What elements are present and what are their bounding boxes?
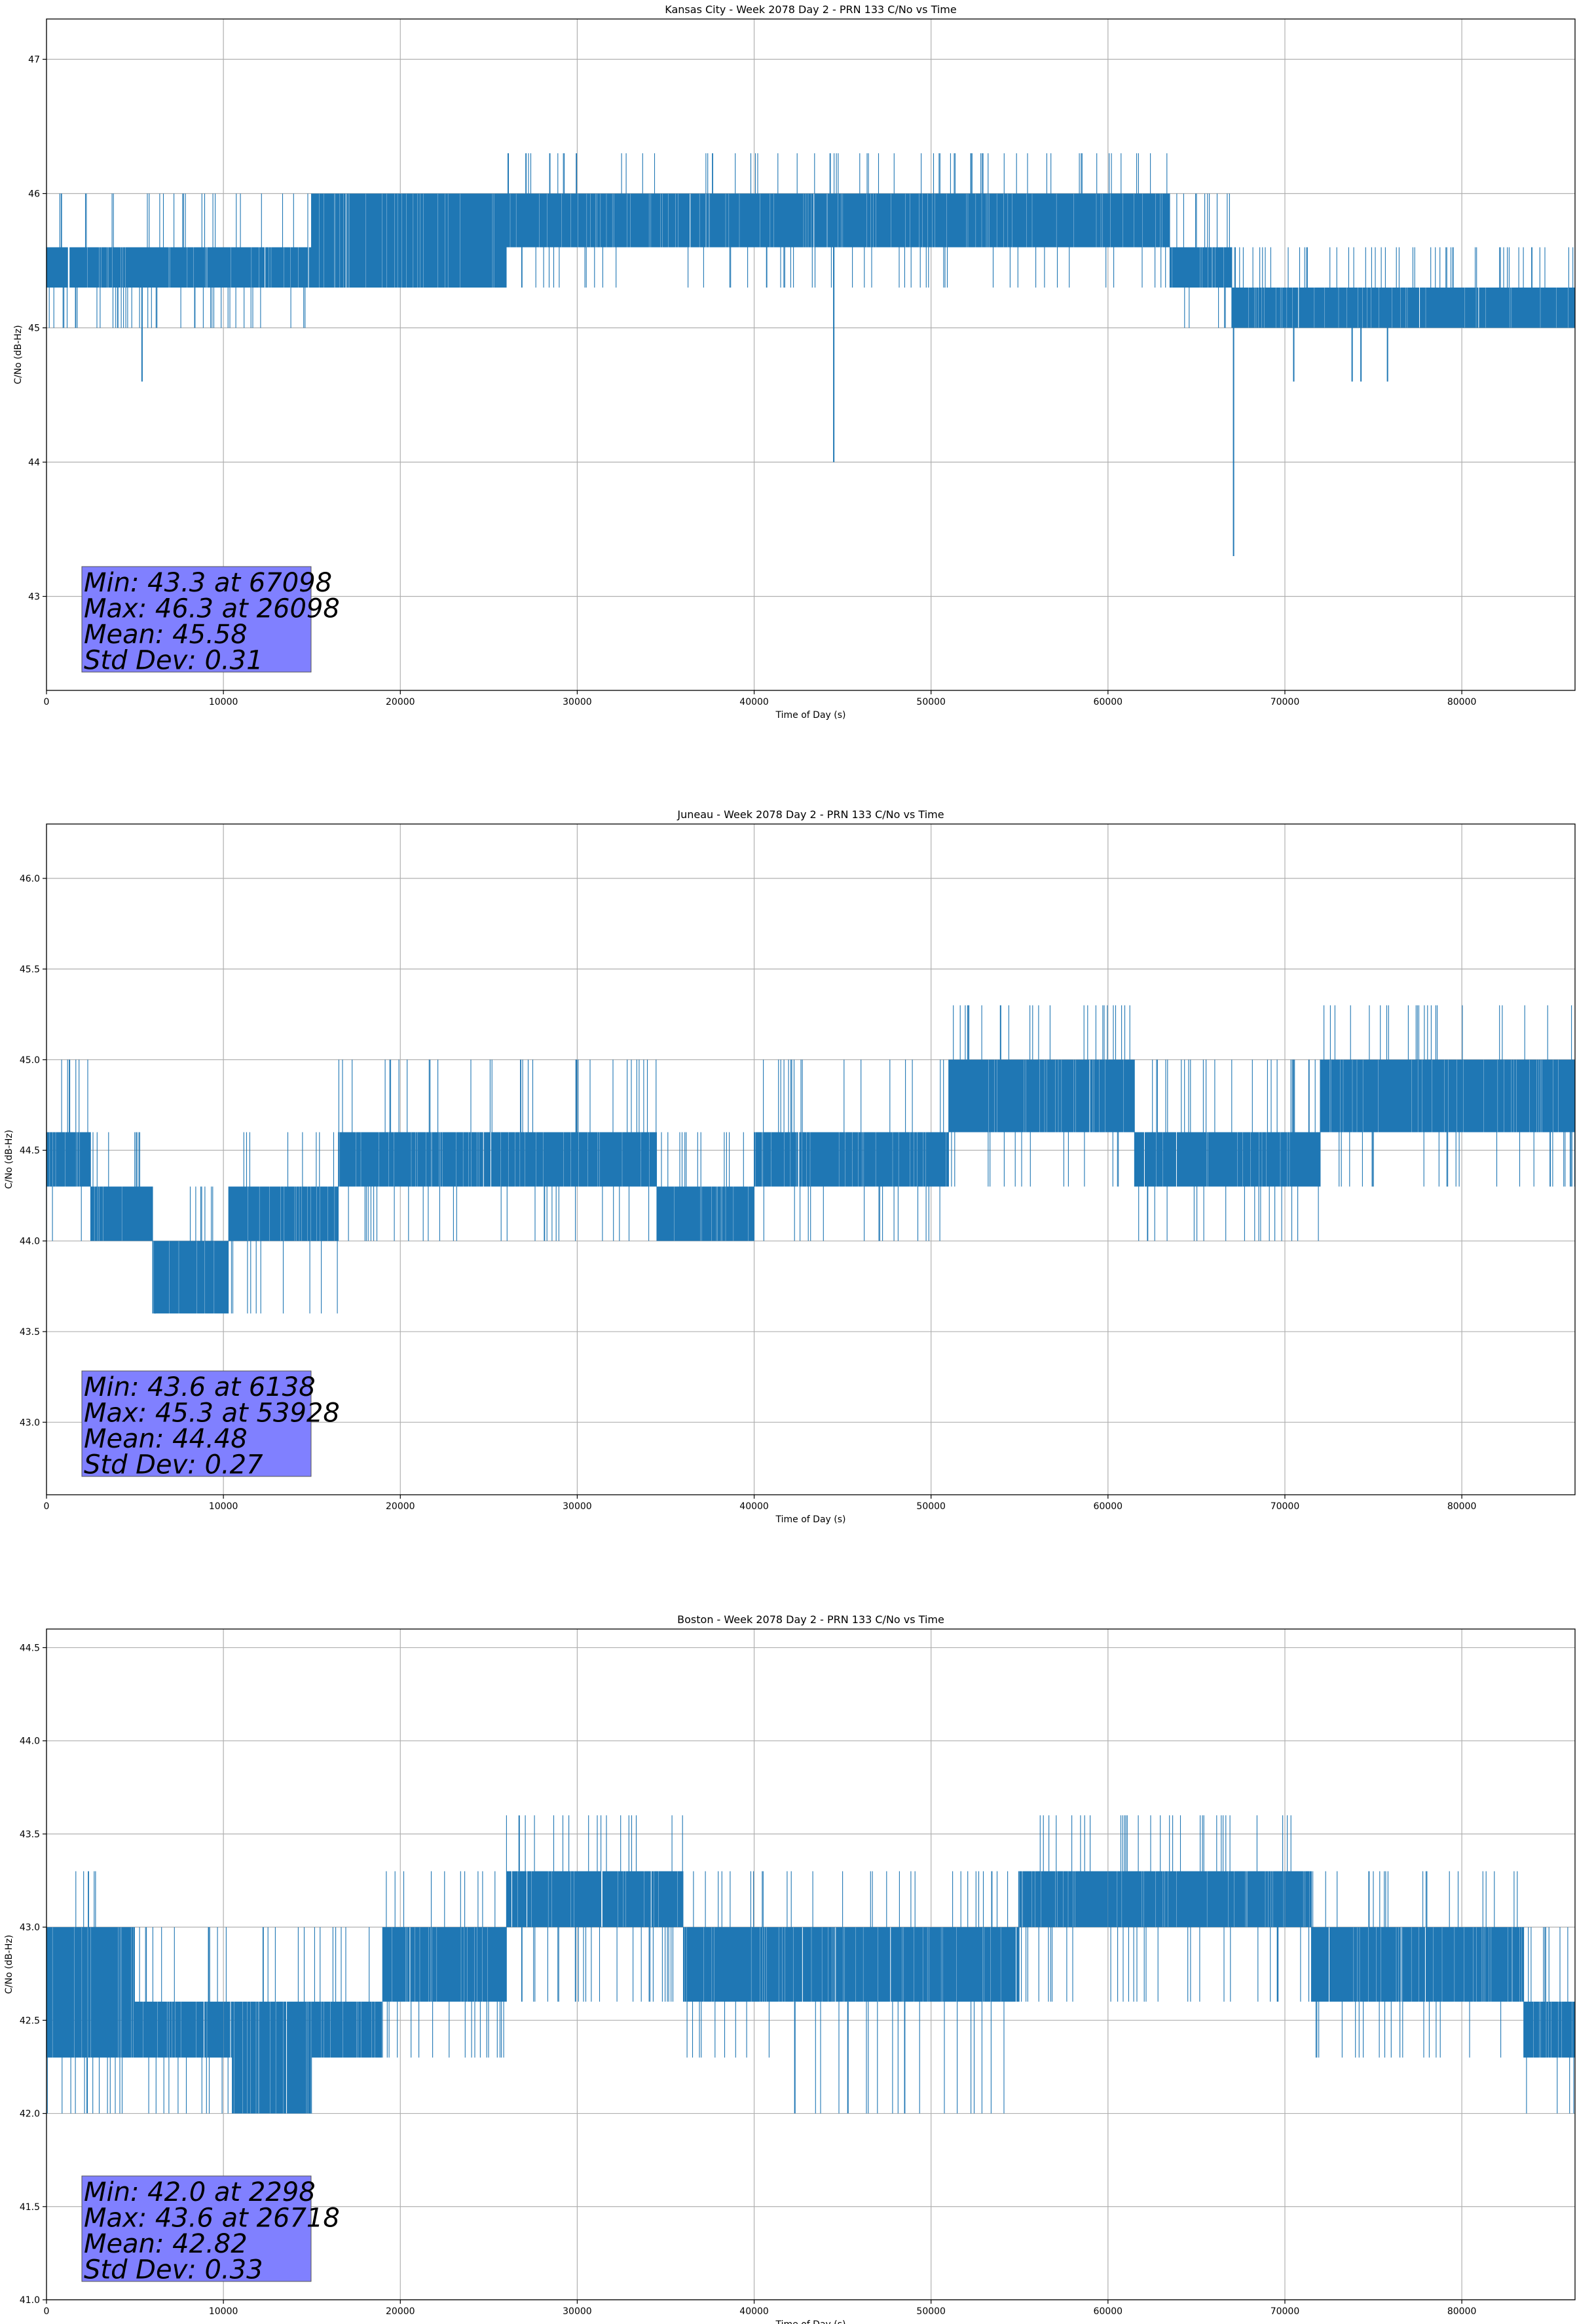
stats-line2: Max: 43.6 at 26718 <box>84 2203 340 2234</box>
chart-panel-1: Kansas City - Week 2078 Day 2 - PRN 133 … <box>13 3 1576 721</box>
chart-title: Kansas City - Week 2078 Day 2 - PRN 133 … <box>665 3 956 16</box>
y-tick-label: 41.0 <box>20 2295 40 2306</box>
stats-line4: Std Dev: 0.33 <box>84 2255 263 2285</box>
stats-box <box>81 566 312 673</box>
data-series <box>46 1005 1576 1314</box>
y-tick-label: 44.0 <box>20 1736 40 1747</box>
y-tick-label: 46 <box>28 189 40 200</box>
y-tick-label: 42.5 <box>20 2015 40 2026</box>
x-tick-label: 50000 <box>916 1501 946 1512</box>
chart-panel-3: Boston - Week 2078 Day 2 - PRN 133 C/No … <box>4 1613 1576 2324</box>
data-trace <box>46 1005 1576 1314</box>
x-tick-label: 0 <box>44 1501 50 1512</box>
x-tick-label: 20000 <box>386 697 415 707</box>
x-tick-label: 20000 <box>386 2306 415 2317</box>
data-series <box>46 153 1576 556</box>
stats-line2: Max: 45.3 at 53928 <box>84 1398 340 1429</box>
x-tick-label: 30000 <box>563 1501 592 1512</box>
data-series <box>46 1815 1575 2114</box>
y-tick-label: 45.0 <box>20 1055 40 1066</box>
x-tick-label: 0 <box>44 2306 50 2317</box>
x-tick-label: 40000 <box>739 2306 769 2317</box>
x-tick-label: 80000 <box>1447 1501 1477 1512</box>
x-tick-label: 60000 <box>1094 2306 1123 2317</box>
y-axis-label: C/No (dB-Hz) <box>4 1935 14 1994</box>
x-tick-label: 30000 <box>563 2306 592 2317</box>
stats-line4: Std Dev: 0.27 <box>84 1450 263 1480</box>
y-tick-label: 44 <box>28 458 40 468</box>
axes-frame <box>46 1628 1576 2300</box>
y-tick-label: 42.0 <box>20 2109 40 2120</box>
y-tick-label: 45.5 <box>20 964 40 975</box>
chart-title: Boston - Week 2078 Day 2 - PRN 133 C/No … <box>677 1613 944 1626</box>
stats-line2: Max: 46.3 at 26098 <box>84 594 340 624</box>
x-tick-label: 80000 <box>1447 2306 1477 2317</box>
chart-title: Juneau - Week 2078 Day 2 - PRN 133 C/No … <box>677 808 944 821</box>
x-tick-label: 60000 <box>1094 1501 1123 1512</box>
stats-box <box>81 2175 312 2282</box>
x-tick-label: 50000 <box>916 697 946 707</box>
x-axis-label: Time of Day (s) <box>775 710 846 721</box>
x-tick-label: 80000 <box>1447 697 1477 707</box>
stats-line1: Min: 43.6 at 6138 <box>84 1372 316 1402</box>
x-tick-label: 30000 <box>563 697 592 707</box>
y-tick-label: 43.5 <box>20 1829 40 1840</box>
x-tick-label: 70000 <box>1271 1501 1300 1512</box>
axes-frame <box>46 18 1576 691</box>
data-trace <box>46 153 1576 328</box>
y-tick-label: 47 <box>28 55 40 66</box>
stats-line4: Std Dev: 0.31 <box>84 646 263 676</box>
x-tick-label: 10000 <box>209 1501 238 1512</box>
y-axis-label: C/No (dB-Hz) <box>13 325 24 384</box>
x-tick-label: 10000 <box>209 2306 238 2317</box>
x-tick-label: 60000 <box>1094 697 1123 707</box>
x-tick-label: 70000 <box>1271 697 1300 707</box>
x-tick-label: 40000 <box>739 1501 769 1512</box>
y-tick-label: 44.5 <box>20 1643 40 1653</box>
x-tick-label: 70000 <box>1271 2306 1300 2317</box>
stats-line3: Mean: 45.58 <box>84 620 248 650</box>
stats-line1: Min: 42.0 at 2298 <box>84 2177 316 2207</box>
x-tick-label: 50000 <box>916 2306 946 2317</box>
x-tick-label: 20000 <box>386 1501 415 1512</box>
y-tick-label: 43 <box>28 592 40 603</box>
axes-frame <box>46 823 1576 1495</box>
x-tick-label: 0 <box>44 697 50 707</box>
y-tick-label: 44.0 <box>20 1237 40 1247</box>
y-tick-label: 41.5 <box>20 2202 40 2213</box>
y-tick-label: 43.0 <box>20 1922 40 1933</box>
x-axis-label: Time of Day (s) <box>775 2319 846 2324</box>
y-tick-label: 43.5 <box>20 1327 40 1338</box>
stats-line3: Mean: 42.82 <box>84 2229 248 2259</box>
y-axis-label: C/No (dB-Hz) <box>4 1130 14 1189</box>
y-tick-label: 43.0 <box>20 1417 40 1428</box>
x-axis-label: Time of Day (s) <box>775 1514 846 1525</box>
y-tick-label: 46.0 <box>20 874 40 884</box>
x-tick-label: 10000 <box>209 697 238 707</box>
chart-panel-2: Juneau - Week 2078 Day 2 - PRN 133 C/No … <box>4 808 1576 1525</box>
stats-box <box>81 1370 312 1477</box>
x-tick-label: 40000 <box>739 697 769 707</box>
y-tick-label: 44.5 <box>20 1146 40 1156</box>
stats-line3: Mean: 44.48 <box>84 1424 248 1454</box>
stats-line1: Min: 43.3 at 67098 <box>84 568 332 598</box>
y-tick-label: 45 <box>28 324 40 334</box>
data-trace <box>46 1815 1575 2114</box>
